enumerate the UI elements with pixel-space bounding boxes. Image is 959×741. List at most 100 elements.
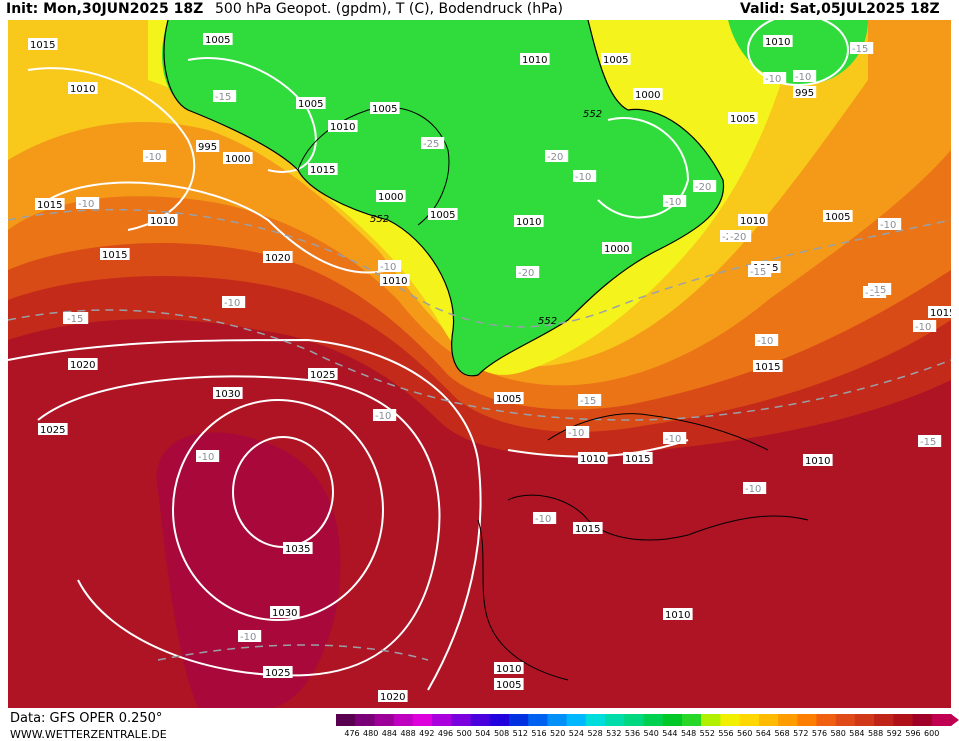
- weather-map: 552 552 552 1015 1010 1005 1005 1010 1010 1005…: [8, 20, 951, 708]
- svg-text:1010: 1010: [740, 216, 765, 227]
- svg-text:1000: 1000: [604, 244, 629, 255]
- colorbar-tick-label: 508: [493, 729, 510, 738]
- colorbar-segment: [758, 714, 779, 726]
- colorbar-tick-label: 536: [624, 729, 641, 738]
- pressure-label: 1010: [380, 274, 410, 287]
- pressure-label: 1010: [803, 454, 833, 467]
- svg-text:552: 552: [538, 316, 557, 327]
- colorbar-segment: [528, 714, 548, 726]
- colorbar-segment: [893, 714, 914, 726]
- svg-text:-10: -10: [375, 411, 391, 422]
- svg-text:-10: -10: [745, 484, 761, 495]
- pressure-label: 1020: [378, 690, 408, 703]
- colorbar-tick-label: 552: [699, 729, 715, 738]
- svg-text:1025: 1025: [310, 370, 335, 381]
- svg-text:-10: -10: [198, 452, 214, 463]
- svg-text:1015: 1015: [30, 40, 55, 51]
- colorbar-segment: [585, 714, 606, 726]
- svg-text:1010: 1010: [330, 122, 355, 133]
- pressure-label: 1005: [370, 102, 400, 115]
- contour-552-line: [163, 20, 725, 377]
- temperature-label: -20: [693, 180, 717, 193]
- map-header: Init: Mon,30JUN2025 18Z 500 hPa Geopot. …: [0, 0, 959, 20]
- svg-text:1030: 1030: [215, 389, 240, 400]
- svg-text:-10: -10: [224, 298, 240, 309]
- svg-text:1000: 1000: [225, 154, 250, 165]
- svg-text:-15: -15: [920, 437, 936, 448]
- pressure-label: 995: [196, 140, 220, 153]
- pressure-label: 1010: [514, 215, 544, 228]
- colorbar-tick-label: 516: [531, 729, 547, 738]
- pressure-label: 1010: [148, 214, 178, 227]
- svg-text:1010: 1010: [805, 456, 830, 467]
- pressure-label: 1030: [270, 606, 300, 619]
- temperature-label: -10: [378, 260, 402, 273]
- colorbar-tick-label: 600: [924, 729, 940, 738]
- coastlines: [297, 106, 809, 681]
- svg-text:1000: 1000: [378, 192, 403, 203]
- svg-text:-10: -10: [795, 72, 811, 83]
- pressure-label: 1020: [263, 251, 293, 264]
- svg-text:1005: 1005: [603, 55, 628, 66]
- svg-text:1035: 1035: [285, 544, 310, 555]
- svg-text:-10: -10: [78, 199, 94, 210]
- isobar-high-mid: [172, 399, 384, 621]
- zone-crimson: [156, 432, 341, 708]
- colorbar-segment: [816, 714, 837, 726]
- svg-text:1005: 1005: [298, 99, 323, 110]
- colorbar-tick-label: 592: [886, 729, 902, 738]
- isobar-low-east: [747, 20, 849, 86]
- colorbar-segment: [662, 714, 683, 726]
- colorbar-tick-label: 548: [680, 729, 697, 738]
- svg-text:995: 995: [198, 142, 217, 153]
- pressure-label: 1015: [573, 522, 603, 535]
- pressure-label: 1010: [578, 452, 608, 465]
- temperature-label: -10: [755, 334, 779, 347]
- svg-text:1025: 1025: [40, 425, 65, 436]
- colorbar-tick-label: 532: [606, 729, 622, 738]
- colorbar-ticks: 476 480 484 488 492 496 500 504 508 512 516 520 524 5…: [336, 729, 959, 741]
- svg-text:-10: -10: [665, 434, 681, 445]
- colorbar-segment: [778, 714, 798, 726]
- svg-text:1010: 1010: [70, 84, 95, 95]
- colorbar-tick-label: 520: [550, 729, 566, 738]
- colorbar-segment: [605, 714, 625, 726]
- pressure-label: 1005: [823, 210, 853, 223]
- svg-text:1010: 1010: [516, 217, 541, 228]
- pressure-label: 995: [793, 86, 817, 99]
- temperature-labels: -15 -15 -10 -10 -25 -20 -20 -20 -20 -15 -10 -15 -10 -…: [63, 42, 942, 643]
- colorbar-segment: [355, 714, 375, 726]
- colorbar-segment: [432, 714, 452, 726]
- temperature-label: -15: [918, 435, 942, 448]
- colorbar-segment: [643, 714, 664, 726]
- temperature-label: -10: [878, 218, 902, 231]
- pressure-label: 1010: [663, 608, 693, 621]
- pressure-label: 1035: [283, 542, 313, 555]
- isobar-1000: [597, 117, 690, 219]
- svg-text:1010: 1010: [580, 454, 605, 465]
- colorbar-segment: [797, 714, 817, 726]
- isobar-1025: [37, 375, 441, 677]
- colorbar-segment: [508, 714, 529, 726]
- svg-text:1015: 1015: [755, 362, 780, 373]
- colorbar-tick-label: 512: [512, 729, 528, 738]
- svg-text:-15: -15: [750, 267, 766, 278]
- colorbar-tick-label: 524: [568, 729, 585, 738]
- website-credit: WWW.WETTERZENTRALE.DE: [10, 728, 167, 741]
- svg-text:1005: 1005: [730, 114, 755, 125]
- colorbar-tick-label: 528: [587, 729, 603, 738]
- pressure-label: 1005: [728, 112, 758, 125]
- colorbar-tick-label: 572: [793, 729, 809, 738]
- svg-text:1030: 1030: [272, 608, 297, 619]
- temperature-label: -10: [663, 195, 687, 208]
- svg-text:-10: -10: [765, 74, 781, 85]
- svg-text:1015: 1015: [625, 454, 650, 465]
- svg-text:1025: 1025: [265, 668, 290, 679]
- svg-text:1015: 1015: [310, 165, 335, 176]
- svg-text:-10: -10: [568, 428, 584, 439]
- temperature-label: -20: [728, 230, 752, 243]
- colorbar-tick-label: 480: [363, 729, 379, 738]
- temperature-label: -20: [516, 266, 540, 279]
- pressure-label: 1010: [738, 214, 768, 227]
- pressure-label: 1005: [494, 678, 524, 691]
